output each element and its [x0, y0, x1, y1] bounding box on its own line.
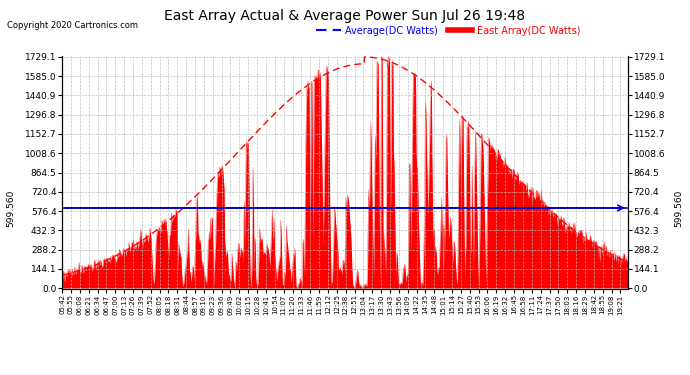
Text: East Array Actual & Average Power Sun Jul 26 19:48: East Array Actual & Average Power Sun Ju…: [164, 9, 526, 23]
Legend: Average(DC Watts), East Array(DC Watts): Average(DC Watts), East Array(DC Watts): [313, 22, 584, 39]
Text: Copyright 2020 Cartronics.com: Copyright 2020 Cartronics.com: [7, 21, 138, 30]
Text: 599.560: 599.560: [674, 189, 683, 226]
Text: 599.560: 599.560: [7, 189, 16, 226]
